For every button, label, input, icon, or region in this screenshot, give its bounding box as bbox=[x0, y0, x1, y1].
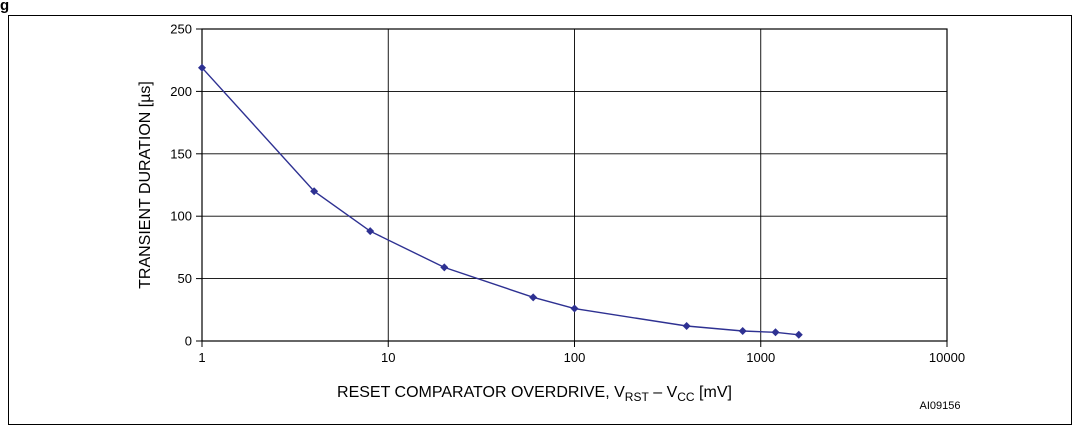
y-tick-label: 150 bbox=[170, 146, 192, 161]
data-point bbox=[198, 63, 206, 72]
series-line bbox=[201, 67, 799, 336]
x-tick-label: 1000 bbox=[746, 350, 775, 365]
y-tick-label: 200 bbox=[170, 84, 192, 99]
data-point bbox=[440, 263, 449, 272]
data-point bbox=[771, 328, 780, 337]
y-tick-label: 100 bbox=[170, 209, 192, 224]
y-tick-labels: 0 50 100 150 200 250 bbox=[170, 22, 192, 349]
x-axis-label: RESET COMPARATOR OVERDRIVE, VRST – VCC [… bbox=[337, 384, 732, 404]
x-tick-label: 100 bbox=[564, 350, 586, 365]
x-axis-label-suffix: [mV] bbox=[695, 384, 732, 401]
y-tick-label: 0 bbox=[185, 334, 192, 349]
x-tick-label: 10000 bbox=[929, 350, 965, 365]
data-point bbox=[310, 187, 319, 196]
x-tick-label: 10 bbox=[381, 350, 395, 365]
data-point bbox=[570, 304, 579, 313]
series-layer bbox=[198, 63, 803, 339]
x-tick-label: 1 bbox=[198, 350, 205, 365]
x-axis-label-sub-cc: CC bbox=[677, 390, 695, 404]
grid-layer bbox=[196, 28, 948, 347]
x-axis-label-prefix: RESET COMPARATOR OVERDRIVE, V bbox=[337, 384, 625, 401]
plot-area bbox=[201, 28, 948, 342]
figure-id: AI09156 bbox=[920, 400, 961, 412]
x-tick-labels: 1 10 100 1000 10000 bbox=[198, 350, 965, 365]
data-point bbox=[366, 227, 375, 236]
y-tick-label: 250 bbox=[170, 22, 192, 37]
data-point bbox=[529, 293, 538, 302]
x-axis-label-middle: – V bbox=[649, 384, 678, 401]
data-point bbox=[794, 330, 803, 339]
y-tick-label: 50 bbox=[178, 271, 192, 286]
x-axis-label-sub-rst: RST bbox=[625, 390, 650, 404]
data-point bbox=[682, 322, 691, 331]
figure-label: g bbox=[0, 0, 10, 14]
y-axis-label: TRANSIENT DURATION [µs] bbox=[137, 81, 154, 289]
data-point bbox=[738, 327, 747, 336]
